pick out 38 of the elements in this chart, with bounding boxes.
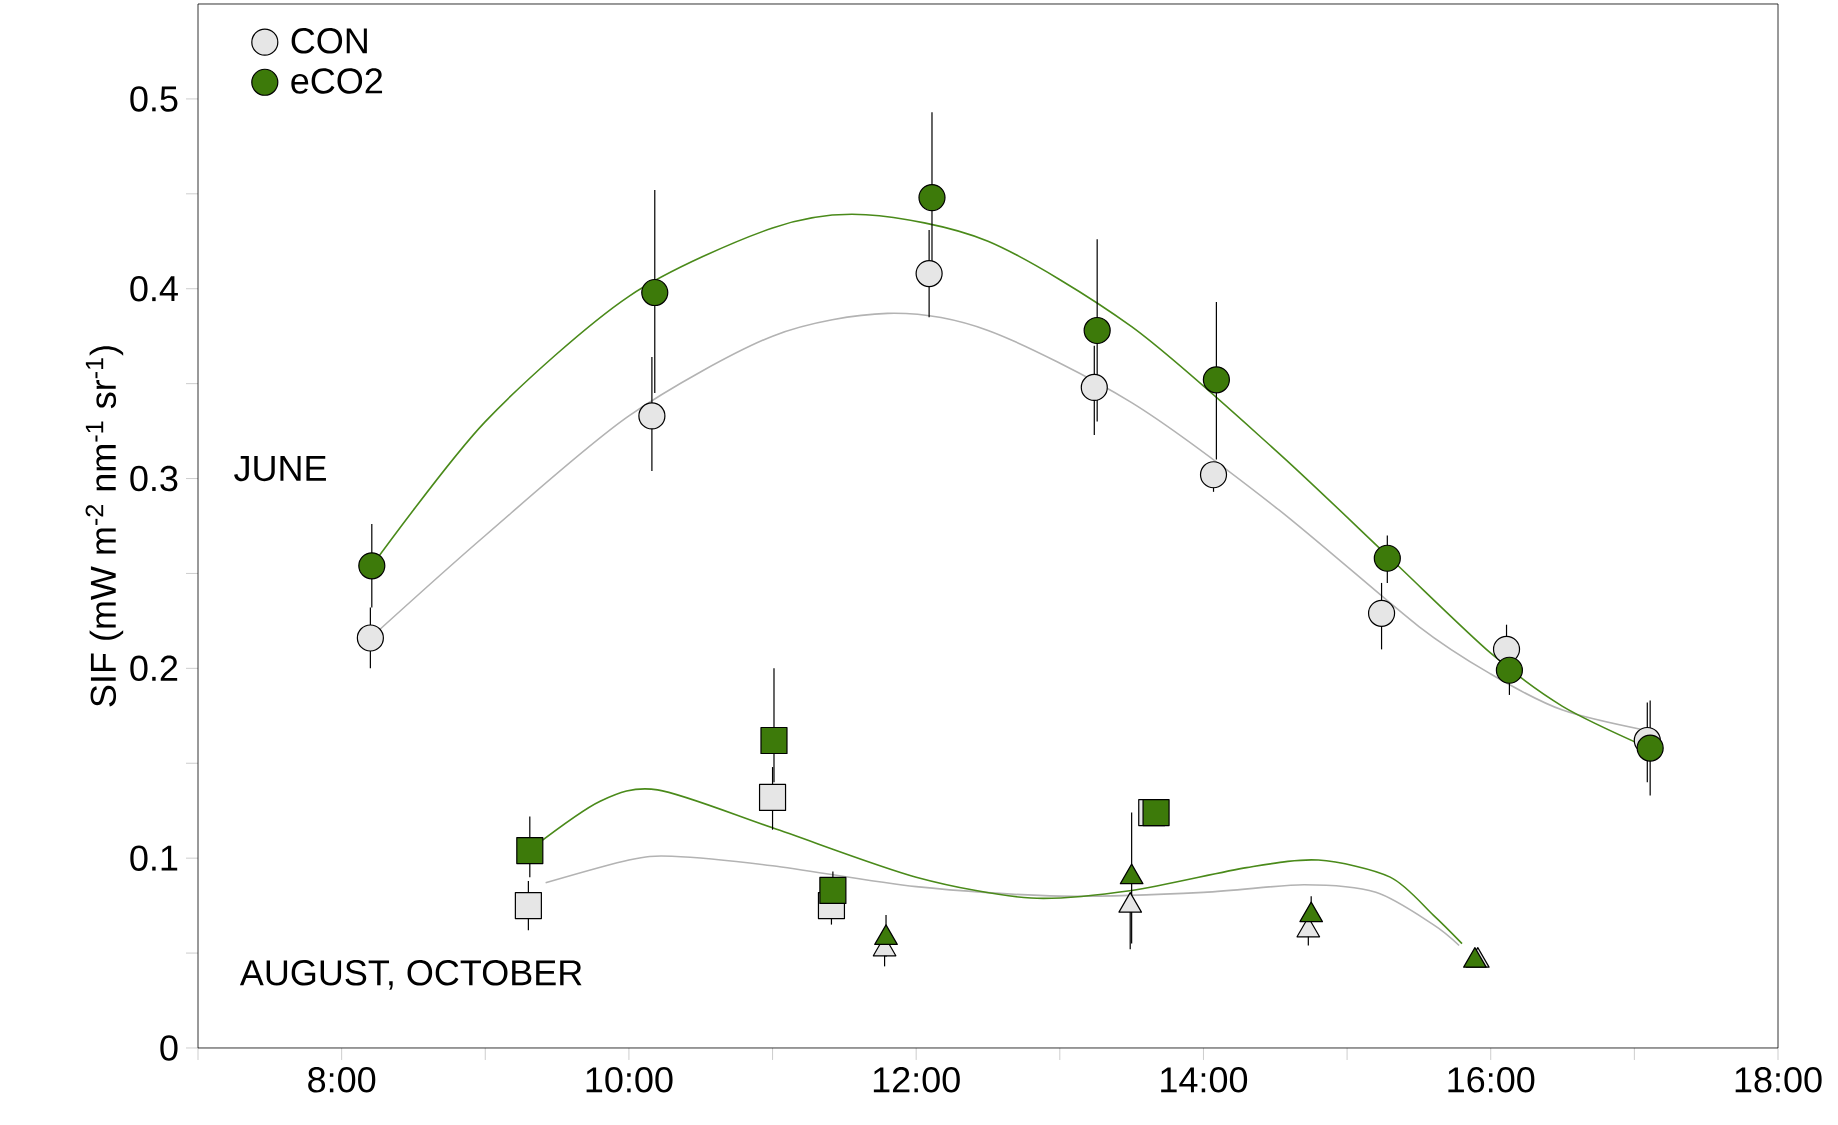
point bbox=[918, 184, 946, 212]
point bbox=[819, 876, 847, 905]
annotation: AUGUST, OCTOBER bbox=[239, 960, 582, 990]
point bbox=[1373, 544, 1401, 572]
y-tick-label: 0.4 bbox=[130, 275, 178, 302]
x-tick-label: 18:00 bbox=[1735, 1067, 1822, 1093]
point bbox=[1492, 635, 1521, 663]
legend-label: eCO2 bbox=[291, 68, 383, 94]
y-axis-title: SIF (mW m$^{-2}$ nm$^{-1}$ sr$^{-1}$) bbox=[85, 346, 124, 707]
x-tick-label: 16:00 bbox=[1448, 1067, 1535, 1093]
point bbox=[1080, 373, 1108, 402]
y-tick-label: 0.3 bbox=[130, 465, 178, 492]
point bbox=[1083, 316, 1111, 345]
line-series bbox=[544, 855, 1460, 947]
x-tick-label: 12:00 bbox=[873, 1067, 960, 1093]
point bbox=[1495, 656, 1523, 684]
y-tick-label: 0.5 bbox=[130, 86, 178, 112]
x-tick-label: 8:00 bbox=[308, 1067, 376, 1093]
point bbox=[1199, 461, 1228, 489]
point bbox=[1202, 366, 1230, 394]
x-tick-label: 14:00 bbox=[1161, 1067, 1248, 1093]
annotation: JUNE bbox=[234, 456, 326, 482]
point bbox=[1636, 734, 1664, 762]
x-tick-label: 10:00 bbox=[586, 1067, 673, 1093]
point bbox=[758, 783, 787, 812]
point bbox=[516, 836, 544, 865]
y-tick-label: 0 bbox=[160, 1035, 178, 1061]
point bbox=[641, 278, 669, 307]
point bbox=[356, 624, 384, 652]
y-tick-label: 0.1 bbox=[130, 845, 178, 871]
legend-label: CON bbox=[291, 28, 367, 54]
y-tick-label: 0.2 bbox=[130, 655, 178, 682]
point bbox=[514, 892, 542, 920]
point bbox=[760, 726, 788, 755]
point bbox=[915, 259, 943, 288]
point bbox=[638, 402, 666, 430]
point bbox=[358, 552, 386, 580]
point bbox=[1367, 599, 1396, 627]
